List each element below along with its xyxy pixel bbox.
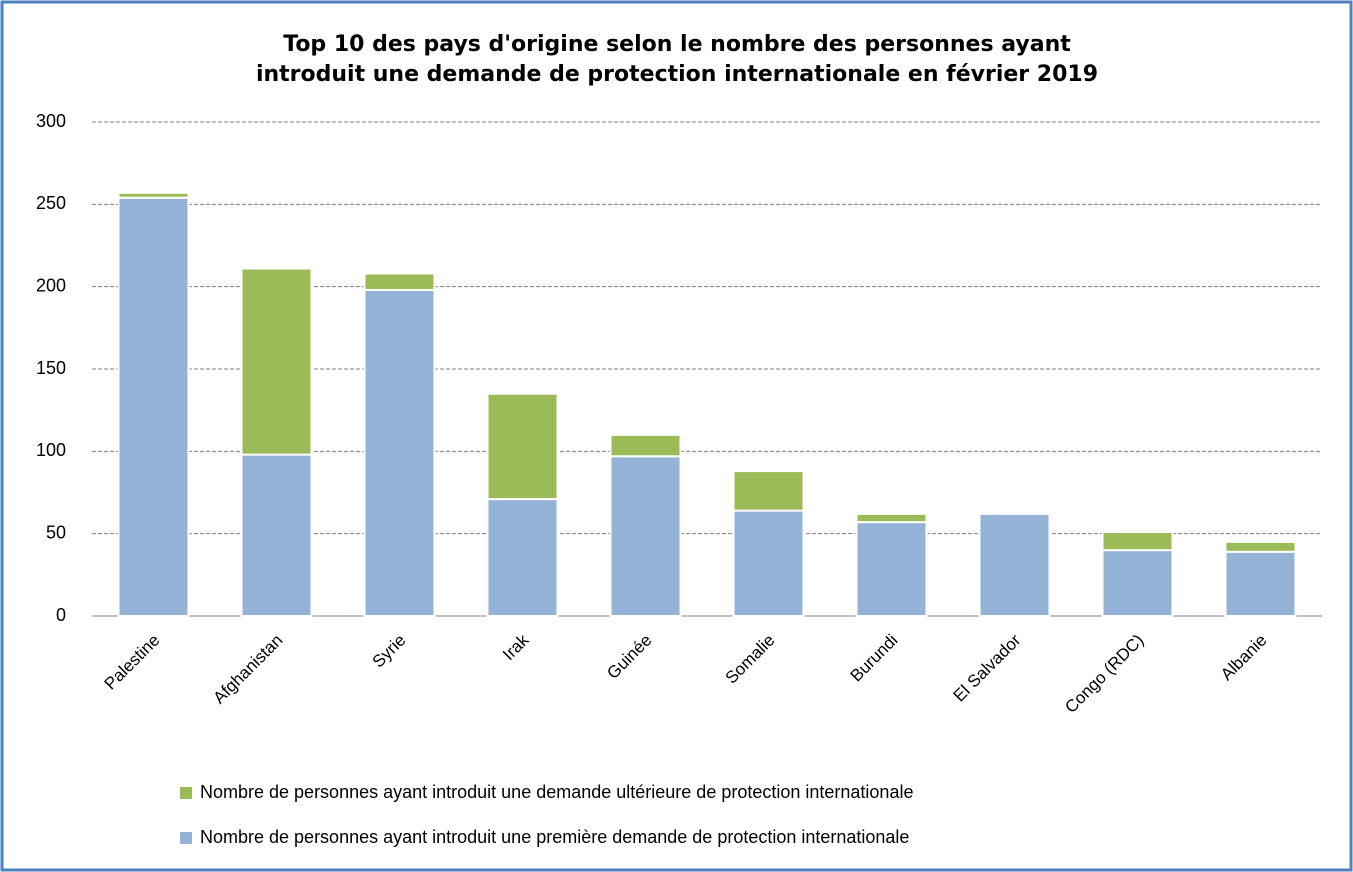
- chart-title: Top 10 des pays d'origine selon le nombr…: [283, 32, 1071, 57]
- bar-segment: [855, 521, 928, 618]
- bar-segment: [240, 267, 313, 456]
- y-tick-label: 150: [36, 358, 66, 378]
- bar-segment: [117, 191, 190, 199]
- bar-segment: [978, 512, 1051, 618]
- y-tick-label: 0: [56, 605, 66, 625]
- y-tick-label: 250: [36, 193, 66, 213]
- bar-segment: [363, 272, 436, 291]
- bar-segment: [1224, 550, 1297, 618]
- bar-segment: [1101, 531, 1174, 552]
- bar-segment: [117, 196, 190, 617]
- y-tick-label: 200: [36, 275, 66, 295]
- bar-segment: [240, 453, 313, 618]
- bar-segment: [1224, 540, 1297, 553]
- y-tick-label: 50: [46, 522, 66, 542]
- bar-segment: [609, 433, 682, 458]
- bar-segment: [732, 509, 805, 618]
- bar-segment: [486, 498, 559, 617]
- bar-segment: [732, 470, 805, 512]
- chart-title: introduit une demande de protection inte…: [256, 62, 1098, 87]
- bar-segment: [363, 288, 436, 617]
- bar-segment: [1101, 549, 1174, 618]
- bar-segment: [609, 455, 682, 618]
- bar-segment: [855, 512, 928, 524]
- legend-label: Nombre de personnes ayant introduit une …: [200, 782, 913, 802]
- bar-segment: [486, 392, 559, 501]
- legend-label: Nombre de personnes ayant introduit une …: [200, 827, 909, 847]
- y-tick-label: 100: [36, 440, 66, 460]
- y-tick-label: 300: [36, 111, 66, 131]
- legend-swatch: [180, 787, 192, 799]
- legend-swatch: [180, 832, 192, 844]
